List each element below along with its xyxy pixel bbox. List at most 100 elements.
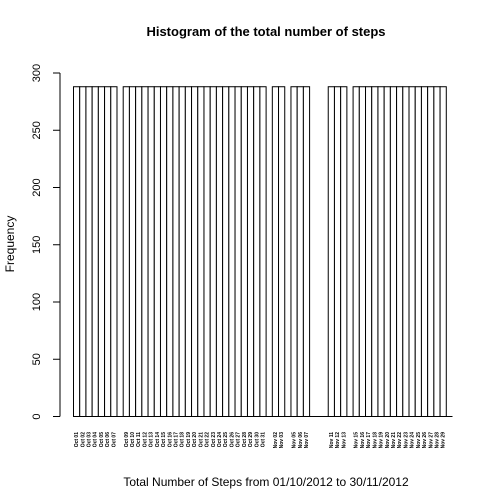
- x-tick-label: Nov 28: [434, 432, 440, 449]
- histogram-bar: [302, 86, 311, 418]
- x-tick-label: Oct 28: [242, 432, 248, 448]
- histogram-bar: [91, 86, 99, 418]
- x-tick-label: Nov 29: [441, 432, 447, 449]
- histogram-bar: [209, 86, 217, 418]
- x-tick-label: Oct 10: [130, 432, 136, 448]
- histogram-bar: [240, 86, 248, 418]
- histogram-bar: [122, 86, 130, 418]
- histogram-bar: [278, 86, 286, 418]
- x-tick-label: Oct 25: [223, 432, 229, 448]
- x-tick-label: Nov 20: [385, 432, 391, 449]
- histogram-bar: [259, 86, 267, 418]
- x-tick-label: Oct 22: [205, 432, 211, 448]
- x-tick-label: Oct 01: [74, 432, 80, 448]
- x-tick-label: Nov 25: [416, 432, 422, 449]
- x-tick-label: Oct 23: [211, 432, 217, 448]
- histogram-bar: [178, 86, 186, 418]
- x-tick-label: Oct 03: [87, 432, 93, 448]
- x-tick-label: Oct 04: [93, 432, 99, 448]
- y-tick-label: 150: [31, 236, 43, 254]
- histogram-bar: [215, 86, 224, 418]
- x-tick-label: Nov 26: [422, 432, 428, 449]
- x-tick-label: Nov 11: [329, 432, 335, 448]
- histogram-bar: [147, 86, 155, 418]
- chart-title: Histogram of the total number of steps: [146, 24, 385, 39]
- x-tick-label: Oct 19: [186, 432, 192, 448]
- x-tick-label: Nov 16: [360, 432, 366, 449]
- histogram-bar: [371, 86, 379, 418]
- histogram-bar: [358, 86, 367, 418]
- x-tick-label: Oct 21: [198, 432, 204, 448]
- x-tick-label: Nov 17: [366, 432, 372, 449]
- histogram-bar: [159, 86, 168, 418]
- histogram-bar: [197, 86, 205, 418]
- x-tick-label: Nov 23: [403, 432, 409, 449]
- x-tick-label: Oct 26: [229, 432, 235, 448]
- histogram-bar: [153, 86, 161, 418]
- y-tick-label: 100: [31, 293, 43, 311]
- histogram-bar: [135, 86, 143, 418]
- histogram-bar: [271, 86, 280, 418]
- x-tick-label: Nov 27: [428, 432, 434, 449]
- x-tick-label: Oct 05: [99, 432, 105, 448]
- x-tick-label: Oct 09: [124, 432, 130, 448]
- y-tick-label: 0: [31, 413, 43, 419]
- x-tick-label: Oct 06: [105, 432, 111, 448]
- histogram-bar: [85, 86, 93, 418]
- histogram-bar: [246, 86, 255, 418]
- histogram-bar: [104, 86, 112, 418]
- histogram-bar: [365, 86, 373, 418]
- histogram-bar: [408, 86, 416, 418]
- histogram-bar: [427, 86, 435, 418]
- y-tick-label: 300: [31, 64, 43, 82]
- histogram-bar: [253, 86, 261, 418]
- x-tick-label: Nov 06: [298, 432, 304, 449]
- x-tick-label: Oct 27: [236, 432, 242, 448]
- y-tick-label: 50: [31, 353, 43, 365]
- histogram-bar: [396, 86, 404, 418]
- histogram-bar: [73, 86, 81, 418]
- x-tick-label: Nov 15: [354, 432, 360, 449]
- x-axis-label: Total Number of Steps from 01/10/2012 to…: [123, 475, 409, 489]
- histogram-bar: [333, 86, 342, 418]
- histogram-bar: [414, 86, 422, 418]
- histogram-bar: [222, 86, 230, 418]
- histogram-bar: [352, 86, 360, 418]
- histogram-bar: [97, 86, 106, 418]
- histogram-bar: [439, 86, 447, 418]
- x-tick-label: Oct 15: [161, 432, 167, 448]
- x-tick-label: Nov 22: [397, 432, 403, 449]
- histogram-bar: [327, 86, 335, 418]
- x-tick-label: Nov 18: [372, 432, 378, 449]
- x-tick-label: Nov 13: [341, 432, 347, 449]
- x-tick-label: Oct 24: [217, 432, 223, 448]
- x-tick-label: Oct 17: [174, 432, 180, 448]
- histogram-bar: [377, 86, 385, 418]
- x-tick-label: Nov 02: [273, 432, 279, 449]
- x-tick-label: Nov 05: [292, 432, 298, 449]
- x-tick-label: Oct 20: [192, 432, 198, 448]
- histogram-bar: [79, 86, 87, 418]
- histogram-bar: [383, 86, 391, 418]
- x-tick-label: Oct 31: [261, 432, 267, 448]
- x-tick-label: Nov 19: [379, 432, 385, 449]
- histogram-bar: [166, 86, 174, 418]
- x-tick-label: Oct 16: [167, 432, 173, 448]
- x-tick-label: Oct 12: [142, 432, 148, 448]
- x-tick-label: Nov 21: [391, 432, 397, 449]
- x-tick-label: Nov 24: [410, 432, 416, 449]
- y-tick-label: 250: [31, 121, 43, 139]
- histogram-bar: [340, 86, 348, 418]
- histogram-bar: [296, 86, 304, 418]
- histogram-bar: [172, 86, 180, 418]
- histogram-bar: [184, 86, 193, 418]
- histogram-bar: [420, 86, 429, 418]
- y-tick-label: 200: [31, 178, 43, 196]
- x-tick-label: Oct 07: [111, 432, 117, 448]
- x-tick-label: Oct 30: [254, 432, 260, 448]
- y-axis-label: Frequency: [3, 216, 17, 273]
- x-tick-label: Nov 03: [279, 432, 285, 449]
- x-tick-label: Oct 11: [136, 432, 142, 447]
